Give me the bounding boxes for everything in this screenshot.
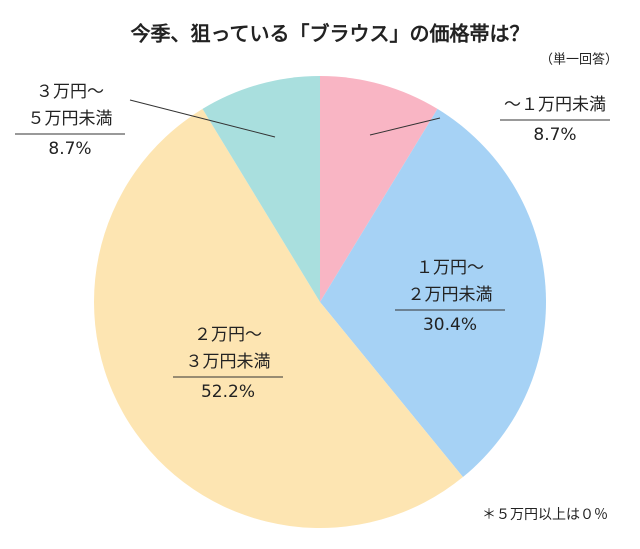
slices — [93, 76, 546, 529]
slice-label: ２万円～ — [194, 325, 262, 345]
pie-slice — [93, 108, 463, 529]
slice-label: ３万円～ — [36, 82, 104, 102]
slice-label: ２万円未満 — [408, 285, 493, 305]
slice-label: ３万円未満 — [186, 352, 271, 372]
leader-line — [369, 117, 441, 136]
slice-label: ～１万円未満 — [504, 95, 606, 115]
value-label: 52.2% — [201, 382, 255, 402]
slice-label: ５万円未満 — [28, 109, 113, 129]
value-label: 8.7% — [48, 139, 91, 159]
chart-title: 今季、狙っている「ブラウス」の価格帯は？ — [131, 22, 530, 46]
leader-line — [129, 99, 276, 138]
pie-slice — [202, 76, 320, 302]
pie-slice — [320, 76, 438, 302]
value-label: 30.4% — [423, 315, 477, 335]
slice-label: １万円～ — [416, 258, 484, 278]
value-label: 8.7% — [533, 125, 576, 145]
note: ＊５万円以上は０％ — [482, 507, 608, 523]
chart-subtitle: （単一回答） — [540, 52, 618, 68]
pie-slice — [320, 108, 546, 478]
